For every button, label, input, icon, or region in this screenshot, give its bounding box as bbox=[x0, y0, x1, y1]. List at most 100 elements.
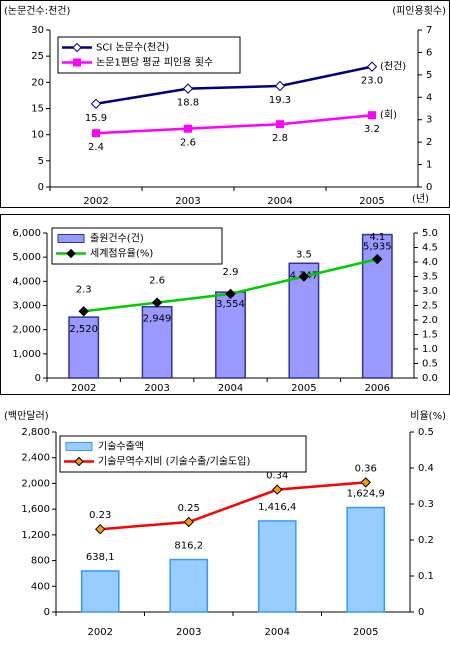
bar bbox=[257, 520, 297, 613]
y-tick-label: 1,200 bbox=[21, 530, 50, 541]
y2-tick-label: 0.3 bbox=[418, 499, 434, 510]
legend-marker bbox=[66, 248, 76, 259]
x-tick-label: 2003 bbox=[176, 627, 201, 638]
marker bbox=[366, 61, 378, 72]
y2-tick-label: 1.5 bbox=[422, 330, 438, 341]
value-label: 2,949 bbox=[143, 314, 172, 325]
value-label: 5,935 bbox=[363, 242, 392, 253]
x-tick-label: 2005 bbox=[359, 196, 384, 207]
bar bbox=[68, 316, 100, 379]
legend-label: 기술수출액 bbox=[98, 441, 144, 453]
y2-axis-title: (피인용횟수) bbox=[392, 5, 446, 17]
value-label: 2,520 bbox=[69, 324, 98, 335]
y-axis-title: (백만달러) bbox=[4, 410, 49, 422]
marker bbox=[368, 111, 376, 120]
value-label: 19.3 bbox=[269, 95, 291, 106]
marker bbox=[95, 523, 106, 535]
legend-label: 논문1편당 평균 피인용 횟수 bbox=[96, 57, 213, 69]
y-tick-label: 800 bbox=[31, 556, 50, 567]
y-tick-label: 5 bbox=[38, 156, 44, 167]
y2-tick-label: 1 bbox=[426, 160, 432, 171]
legend-swatch bbox=[57, 234, 85, 243]
value-label: 3.2 bbox=[364, 124, 380, 135]
y2-tick-label: 3 bbox=[426, 115, 432, 126]
bar bbox=[169, 558, 209, 613]
marker bbox=[272, 484, 283, 495]
y-tick-label: 2,000 bbox=[21, 478, 50, 489]
y2-tick-label: 0.4 bbox=[418, 463, 434, 474]
x-tick-label: 2005 bbox=[353, 627, 378, 638]
x-tick-label: 2004 bbox=[218, 383, 243, 394]
value-label: 1,624,9 bbox=[347, 489, 385, 500]
bar bbox=[80, 570, 120, 613]
y2-tick-label: 0.2 bbox=[418, 535, 434, 546]
legend-swatch bbox=[65, 442, 93, 451]
y2-tick-label: 0 bbox=[418, 607, 424, 618]
marker bbox=[225, 288, 236, 300]
legend-label: 출원건수(건) bbox=[90, 233, 144, 245]
value-label: 4.1 bbox=[369, 232, 385, 243]
marker bbox=[276, 120, 284, 129]
value-label: 2.4 bbox=[88, 142, 104, 153]
value-label: 0.36 bbox=[355, 463, 377, 474]
legend-marker bbox=[74, 456, 84, 467]
value-label: 638,1 bbox=[86, 552, 115, 563]
value-label: 0.23 bbox=[89, 510, 111, 521]
x-tick-label: 2002 bbox=[83, 196, 108, 207]
marker bbox=[298, 271, 310, 282]
bar bbox=[215, 291, 246, 379]
bar bbox=[141, 305, 173, 379]
line bbox=[95, 113, 373, 135]
marker bbox=[183, 516, 194, 528]
value-label: 2.8 bbox=[272, 133, 288, 144]
x-tick-label: 2003 bbox=[144, 383, 169, 394]
y2-tick-label: 3.0 bbox=[422, 286, 438, 297]
legend-marker bbox=[73, 58, 81, 67]
x-tick-label: 2002 bbox=[88, 627, 113, 638]
x-tick-label: 2003 bbox=[175, 196, 200, 207]
marker bbox=[184, 124, 192, 133]
x-tick-label: 2004 bbox=[265, 627, 290, 638]
marker bbox=[90, 98, 102, 109]
y2-tick-label: 4.5 bbox=[422, 243, 438, 254]
y2-tick-label: 4 bbox=[426, 92, 432, 103]
y-tick-label: 0 bbox=[35, 373, 41, 384]
y2-tick-label: 7 bbox=[426, 25, 432, 36]
y-tick-label: 4,000 bbox=[12, 276, 41, 287]
bar bbox=[346, 506, 386, 613]
legend-label: SCI 논문수(천건) bbox=[96, 42, 169, 54]
y-tick-label: 5,000 bbox=[12, 252, 41, 263]
y2-tick-label: 0 bbox=[426, 182, 432, 193]
legend-label: 세계점유율(%) bbox=[90, 248, 153, 260]
y2-tick-label: 2.5 bbox=[422, 301, 438, 312]
value-label: 1,416,4 bbox=[258, 502, 296, 513]
value-label: 2.6 bbox=[149, 276, 165, 287]
value-label: 0.25 bbox=[178, 503, 200, 514]
chart-frame bbox=[0, 0, 450, 208]
y-tick-label: 2,800 bbox=[21, 427, 50, 438]
marker bbox=[274, 80, 286, 92]
y-tick-label: 30 bbox=[31, 25, 44, 36]
value-label: 23.0 bbox=[361, 76, 383, 87]
y-tick-label: 2,000 bbox=[12, 325, 41, 336]
y2-tick-label: 2.0 bbox=[422, 315, 438, 326]
y2-tick-label: 0.5 bbox=[422, 359, 438, 370]
marker bbox=[92, 129, 100, 138]
y-tick-label: 0 bbox=[44, 607, 50, 618]
value-label: 3.5 bbox=[296, 250, 312, 261]
y2-tick-label: 0.5 bbox=[418, 427, 434, 438]
y2-tick-label: 4.0 bbox=[422, 257, 438, 268]
y-tick-label: 25 bbox=[31, 51, 44, 62]
value-label: 816,2 bbox=[174, 541, 203, 552]
value-label: 2.3 bbox=[76, 284, 92, 295]
value-label: 2.9 bbox=[223, 267, 239, 278]
value-label: 0.34 bbox=[266, 471, 288, 482]
y2-tick-label: 5 bbox=[426, 70, 432, 81]
y2-tick-label: 6 bbox=[426, 47, 432, 58]
y-tick-label: 2,400 bbox=[21, 453, 50, 464]
legend-box bbox=[57, 36, 241, 74]
value-label: 2.6 bbox=[180, 138, 196, 149]
y-tick-label: 400 bbox=[31, 581, 50, 592]
y2-tick-label: 0.1 bbox=[418, 571, 434, 582]
